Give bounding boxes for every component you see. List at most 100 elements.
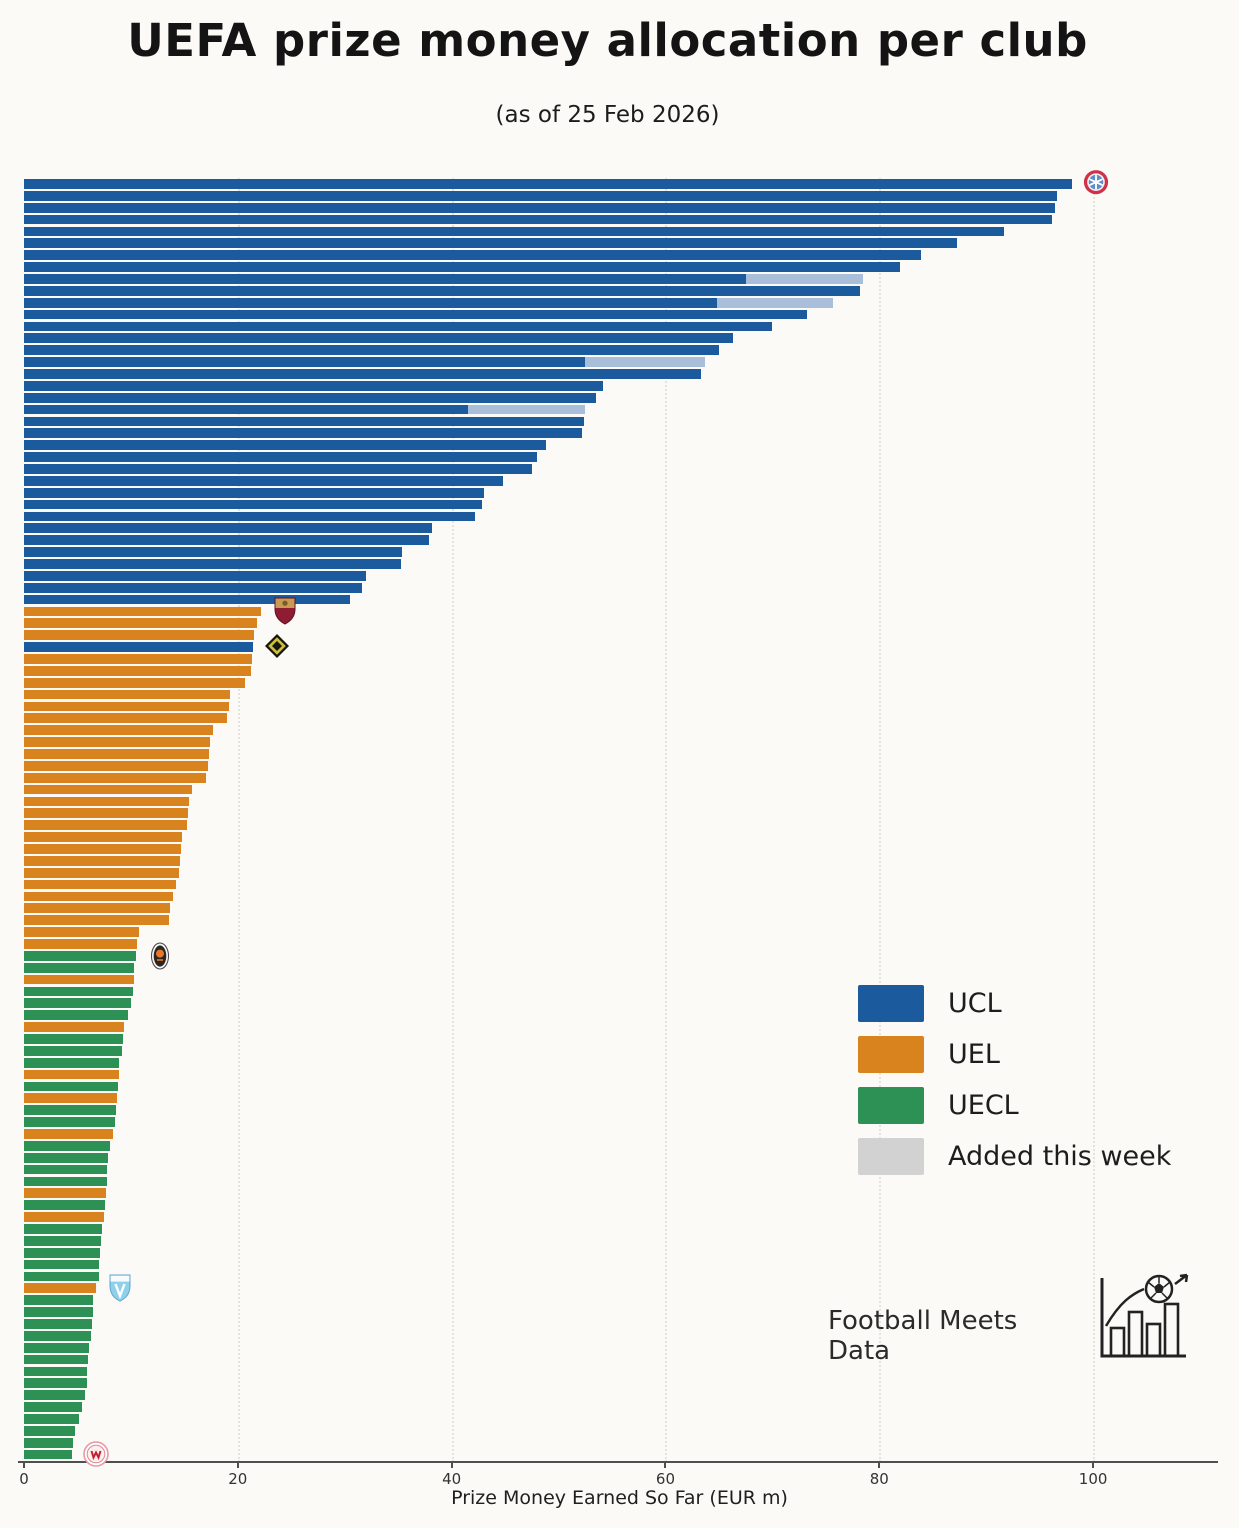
x-tick-label-80: 80 bbox=[869, 1470, 889, 1488]
bar-row bbox=[24, 1247, 1215, 1259]
bar-row bbox=[24, 891, 1215, 903]
bar-uecl bbox=[24, 1034, 124, 1044]
bar-uel bbox=[24, 749, 209, 759]
bar-row bbox=[24, 926, 1215, 938]
bar-row bbox=[24, 914, 1215, 926]
bar-row bbox=[24, 1033, 1215, 1045]
bar-row bbox=[24, 1211, 1215, 1223]
x-tick-80 bbox=[878, 1463, 881, 1468]
bar-ucl bbox=[24, 238, 958, 249]
bar-row bbox=[24, 261, 1215, 273]
bar-row bbox=[24, 356, 1215, 368]
legend-item-uel: UEL bbox=[858, 1029, 1171, 1080]
bar-row bbox=[24, 1164, 1215, 1176]
bar-row bbox=[24, 736, 1215, 748]
bar-row bbox=[24, 1199, 1215, 1211]
bar-row bbox=[24, 1235, 1215, 1247]
bar-uel bbox=[24, 808, 188, 819]
bar-row bbox=[24, 237, 1215, 249]
bar-added-segment bbox=[716, 297, 834, 308]
bar-ucl bbox=[24, 285, 861, 296]
bar-uecl bbox=[24, 950, 137, 961]
bar-row bbox=[24, 1176, 1215, 1188]
bar-row bbox=[24, 784, 1215, 796]
bar-uel bbox=[24, 772, 206, 783]
x-tick-label-0: 0 bbox=[19, 1470, 29, 1488]
bar-uecl bbox=[24, 1342, 90, 1353]
bar-row bbox=[24, 226, 1215, 238]
legend-label-uel: UEL bbox=[948, 1039, 1000, 1070]
bar-uecl bbox=[24, 1247, 100, 1258]
bar-row bbox=[24, 1152, 1215, 1164]
bar-uel bbox=[24, 939, 138, 949]
legend-item-uecl: UECL bbox=[858, 1080, 1171, 1131]
bar-uecl bbox=[24, 1045, 123, 1056]
bar-row bbox=[24, 380, 1215, 392]
bar-added-segment bbox=[585, 357, 706, 367]
bar-uel bbox=[24, 713, 228, 724]
bar-added-segment bbox=[467, 404, 586, 415]
x-tick-100 bbox=[1092, 1463, 1095, 1468]
bar-row bbox=[24, 1306, 1215, 1318]
bar-row bbox=[24, 831, 1215, 843]
bar-row bbox=[24, 962, 1215, 974]
bar-row bbox=[24, 1271, 1215, 1283]
bar-ucl bbox=[24, 642, 253, 652]
bar-uecl bbox=[24, 1117, 115, 1127]
bar-ucl bbox=[24, 190, 1057, 201]
bar-row bbox=[24, 1377, 1215, 1389]
bar-row bbox=[24, 629, 1215, 641]
bar-row bbox=[24, 974, 1215, 986]
legend-label-uecl: UECL bbox=[948, 1090, 1019, 1121]
legend-swatch-ucl bbox=[858, 985, 924, 1022]
bar-row bbox=[24, 594, 1215, 606]
brand-text: Football Meets Data bbox=[828, 1306, 1018, 1366]
x-tick-20 bbox=[236, 1463, 239, 1468]
bar-row bbox=[24, 1128, 1215, 1140]
bar-row bbox=[24, 546, 1215, 558]
bar-row bbox=[24, 1104, 1215, 1116]
bar-row bbox=[24, 879, 1215, 891]
x-tick-60 bbox=[664, 1463, 667, 1468]
bar-row bbox=[24, 475, 1215, 487]
legend-item-added: Added this week bbox=[858, 1131, 1171, 1182]
bar-row bbox=[24, 1449, 1215, 1461]
bar-ucl bbox=[24, 499, 482, 510]
bar-row bbox=[24, 843, 1215, 855]
bar-uecl bbox=[24, 1152, 109, 1163]
bar-row bbox=[24, 796, 1215, 808]
bar-uel bbox=[24, 974, 135, 985]
bar-uecl bbox=[24, 1259, 99, 1270]
bar-row bbox=[24, 1116, 1215, 1128]
bar-uecl bbox=[24, 1354, 89, 1365]
bar-row bbox=[24, 1009, 1215, 1021]
bar-row bbox=[24, 997, 1215, 1009]
bar-row bbox=[24, 1223, 1215, 1235]
bar-uel bbox=[24, 879, 176, 890]
bar-row bbox=[24, 938, 1215, 950]
bar-ucl bbox=[24, 535, 430, 546]
bar-row bbox=[24, 1140, 1215, 1152]
legend-swatch-uel bbox=[858, 1036, 924, 1073]
legend-item-ucl: UCL bbox=[858, 978, 1171, 1029]
bar-ucl bbox=[24, 262, 900, 272]
bar-row bbox=[24, 439, 1215, 451]
bar-row bbox=[24, 606, 1215, 618]
bar-uel bbox=[24, 1129, 113, 1139]
bar-row bbox=[24, 487, 1215, 499]
bar-row bbox=[24, 1366, 1215, 1378]
bar-row bbox=[24, 522, 1215, 534]
bar-ucl bbox=[24, 452, 538, 462]
bar-uel bbox=[24, 1283, 96, 1294]
bar-row bbox=[24, 1413, 1215, 1425]
bar-uel bbox=[24, 725, 214, 736]
bar-uel bbox=[24, 832, 183, 842]
bar-ucl bbox=[24, 309, 807, 320]
x-axis-title: Prize Money Earned So Far (EUR m) bbox=[451, 1487, 788, 1509]
bar-row bbox=[24, 511, 1215, 523]
bar-row bbox=[24, 1187, 1215, 1199]
bar-uecl bbox=[24, 1010, 128, 1021]
bar-ucl bbox=[24, 369, 701, 379]
bar-row bbox=[24, 760, 1215, 772]
